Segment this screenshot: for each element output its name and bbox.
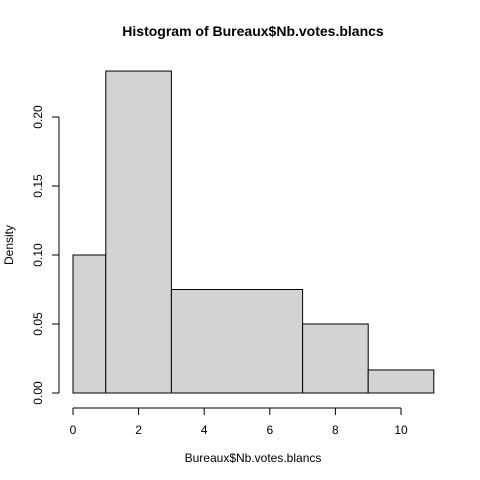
y-tick-label-3: 0.15 bbox=[31, 174, 45, 198]
y-axis-label: Density bbox=[2, 225, 16, 265]
y-axis: 0.00 0.05 0.10 0.15 0.20 bbox=[31, 105, 60, 405]
chart-title: Histogram of Bureaux$Nb.votes.blancs bbox=[122, 23, 384, 39]
y-tick-label-4: 0.20 bbox=[31, 105, 45, 129]
histogram-bar-4 bbox=[367, 369, 435, 394]
x-axis-label: Bureaux$Nb.votes.blancs bbox=[185, 451, 322, 465]
histogram-bar-2 bbox=[170, 289, 304, 394]
y-tick-label-2: 0.10 bbox=[31, 243, 45, 267]
y-tick-label-0: 0.00 bbox=[31, 381, 45, 405]
histogram-bar-1 bbox=[105, 70, 172, 394]
x-tick-label-1: 2 bbox=[135, 423, 142, 437]
histogram-bar-0 bbox=[72, 254, 107, 394]
x-tick-label-2: 4 bbox=[201, 423, 208, 437]
x-tick-label-5: 10 bbox=[394, 423, 408, 437]
y-tick-label-1: 0.05 bbox=[31, 312, 45, 336]
x-axis: 0 2 4 6 8 10 bbox=[70, 407, 408, 437]
x-tick-label-3: 6 bbox=[266, 423, 273, 437]
histogram-bar-3 bbox=[302, 323, 369, 394]
x-tick-label-0: 0 bbox=[70, 423, 77, 437]
bars-group bbox=[72, 70, 435, 394]
x-tick-label-4: 8 bbox=[332, 423, 339, 437]
